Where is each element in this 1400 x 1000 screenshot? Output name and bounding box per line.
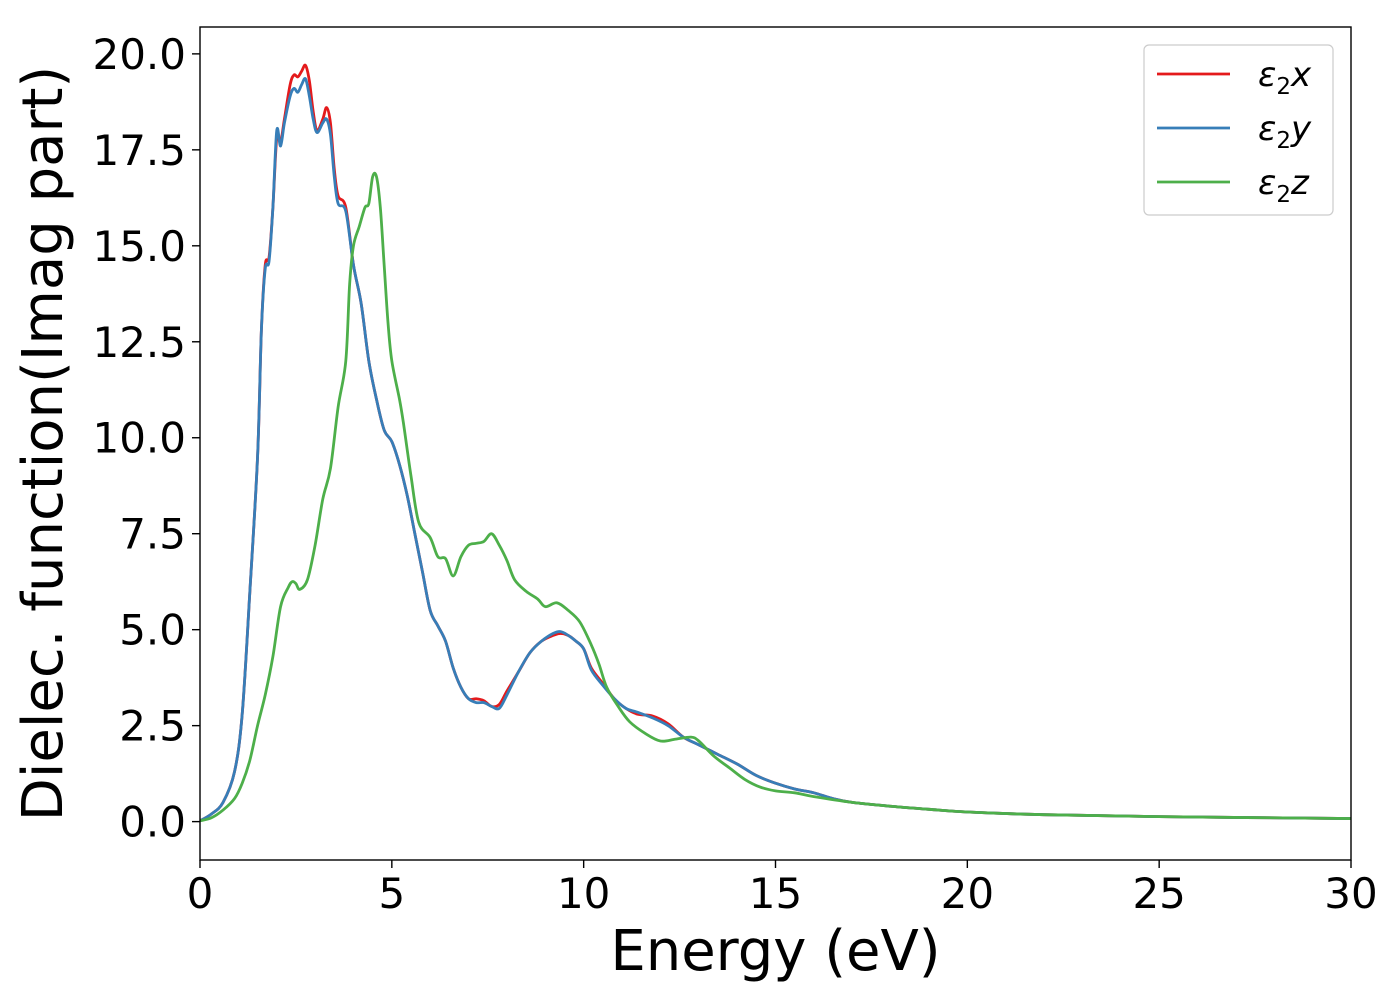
- y-tick-label: 20.0: [92, 30, 186, 79]
- legend-box: [1143, 44, 1334, 216]
- x-axis-title: Energy (eV): [610, 919, 940, 984]
- series-line-y: [200, 77, 1351, 823]
- y-tick-label: 5.0: [119, 606, 186, 655]
- legend: ε2x ε2y ε2z: [1143, 44, 1334, 216]
- series-line-z: [200, 171, 1351, 823]
- y-axis-title: Dielec. function(Imag part): [11, 66, 76, 822]
- y-tick-label: 0.0: [119, 798, 186, 847]
- y-tick-label: 7.5: [119, 510, 186, 559]
- legend-label: ε2x: [1258, 55, 1312, 100]
- y-tick-label: 2.5: [119, 702, 186, 751]
- y-tick-label: 17.5: [92, 126, 186, 175]
- x-tick-label: 5: [378, 869, 405, 918]
- series-layer: [200, 63, 1351, 823]
- y-axis-ticks: 0.0 2.5 5.0 7.5 10.0 12.5 15.0 17.5 20.0: [92, 30, 200, 847]
- legend-label: ε2y: [1258, 109, 1312, 154]
- x-tick-label: 30: [1324, 869, 1377, 918]
- x-tick-label: 0: [187, 869, 214, 918]
- x-tick-label: 20: [941, 869, 994, 918]
- y-tick-label: 15.0: [92, 222, 186, 271]
- x-tick-label: 15: [749, 869, 802, 918]
- y-tick-label: 12.5: [92, 318, 186, 367]
- y-tick-label: 10.0: [92, 414, 186, 463]
- x-tick-label: 25: [1132, 869, 1185, 918]
- x-tick-label: 10: [557, 869, 610, 918]
- legend-label: ε2z: [1258, 163, 1310, 208]
- x-axis-ticks: 0 5 10 15 20 25 30: [187, 860, 1378, 918]
